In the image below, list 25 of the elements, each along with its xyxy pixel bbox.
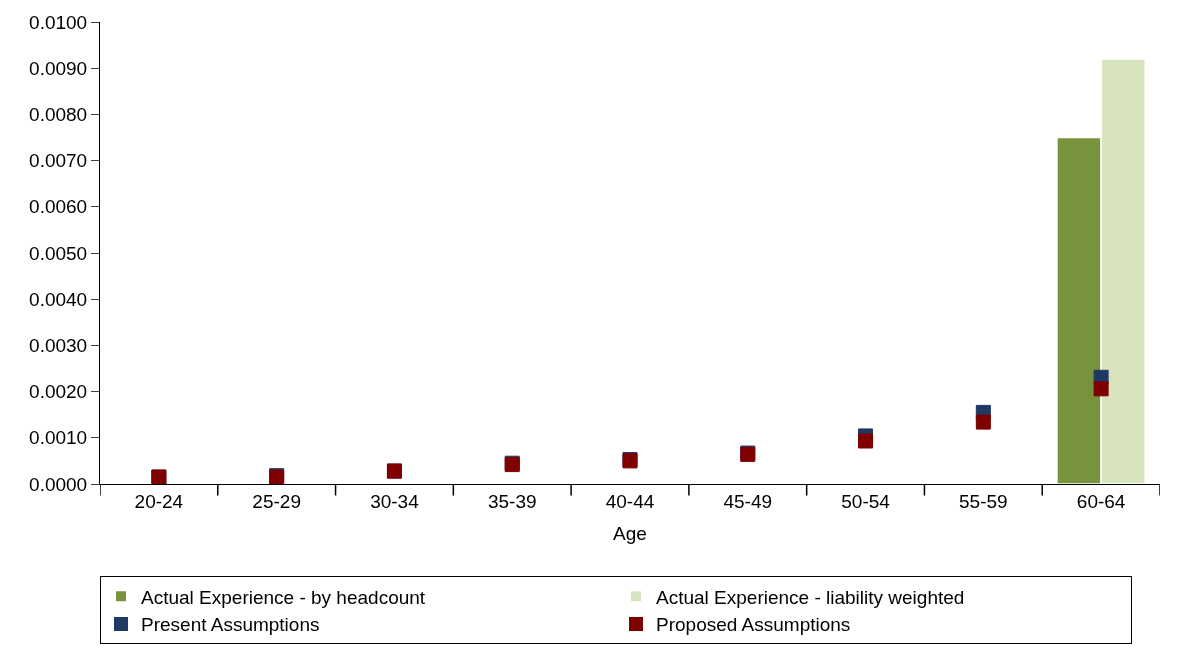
legend-label: Proposed Assumptions [656,614,851,636]
y-tick-label: 0.0080 [29,104,88,126]
x-tick-label: 20-24 [134,490,184,512]
x-axis-title: Age [613,522,647,544]
y-tick-label: 0.0090 [29,57,88,79]
y-tick-label: 0.0000 [29,473,88,495]
y-tick-label: 0.0010 [29,427,88,449]
x-tick-label: 30-34 [370,490,420,512]
x-tick-label: 60-64 [1076,490,1126,512]
legend-label: Actual Experience - liability weighted [656,586,965,608]
y-tick-label: 0.0030 [29,335,88,357]
y-tick-label: 0.0020 [29,381,88,403]
y-tick-label: 0.0070 [29,150,88,172]
legend-label: Actual Experience - by headcount [141,586,426,608]
x-tick-label: 35-39 [487,490,537,512]
x-tick-label: 45-49 [723,490,773,512]
legend-label: Present Assumptions [141,614,320,636]
y-tick-label: 0.0040 [29,288,88,310]
x-tick-label: 50-54 [841,490,891,512]
x-tick-label: 25-29 [252,490,301,512]
x-tick-label: 55-59 [959,490,1008,512]
y-tick-label: 0.0060 [29,196,88,218]
y-tick-label: 0.0100 [29,11,88,33]
x-tick-label: 40-44 [605,490,655,512]
y-tick-label: 0.0050 [29,242,88,264]
